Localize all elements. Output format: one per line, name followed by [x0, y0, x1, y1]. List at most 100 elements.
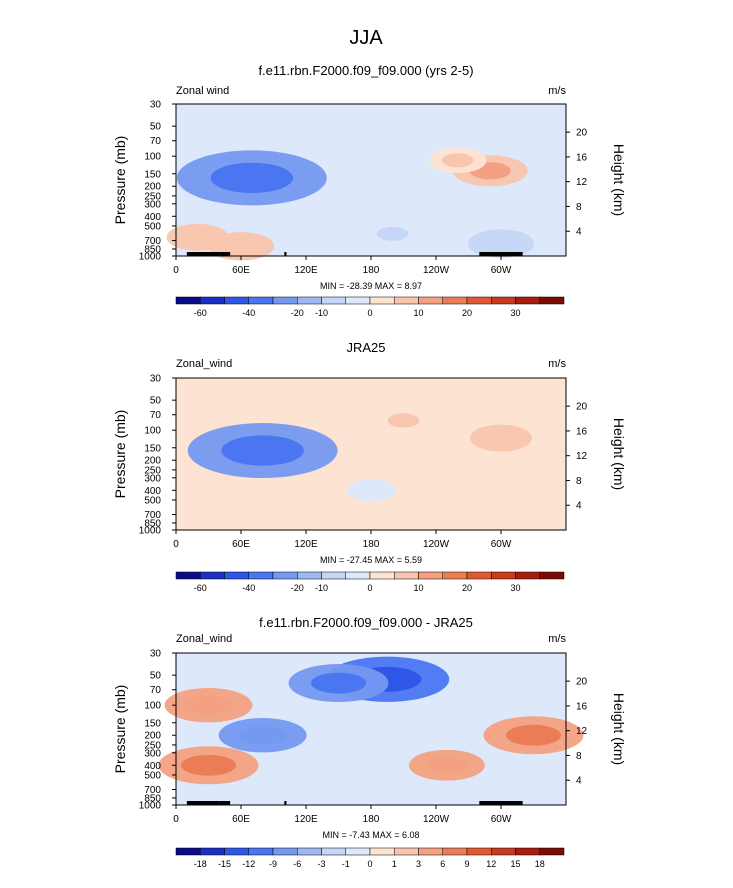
field-feature-core [387, 413, 420, 428]
height-tick-label: 8 [576, 202, 582, 213]
height-tick-label: 4 [576, 501, 582, 512]
panel-obs-minmax: MIN = -27.45 MAX = 5.59 [320, 555, 422, 565]
field-feature-core [441, 153, 474, 168]
colorbar-swatch [248, 571, 274, 580]
colorbar-label: -3 [317, 859, 325, 869]
colorbar-swatch [515, 847, 540, 856]
pressure-tick-label: 850 [144, 244, 161, 255]
pressure-tick-label: 30 [150, 374, 162, 385]
colorbar-swatch [394, 296, 419, 305]
colorbar-swatch [297, 571, 322, 580]
colorbar-swatch [224, 847, 249, 856]
colorbar-swatch [539, 571, 565, 580]
pressure-tick-label: 100 [144, 152, 161, 163]
colorbar-label: 15 [510, 859, 520, 869]
main-title: JJA [349, 27, 383, 49]
topography [479, 252, 523, 256]
lon-tick-label: 180 [363, 265, 380, 276]
panel-obs-title: JRA25 [346, 340, 385, 355]
pressure-tick-label: 1000 [139, 801, 162, 812]
colorbar-swatch [272, 571, 298, 580]
lon-tick-label: 0 [173, 265, 179, 276]
pressure-tick-label: 1000 [139, 526, 162, 537]
colorbar-swatch [369, 571, 395, 580]
field-feature-core [376, 226, 409, 241]
pressure-tick-label: 100 [144, 426, 161, 437]
pressure-tick-label: 70 [150, 410, 162, 421]
colorbar-swatch [491, 296, 516, 305]
pressure-tick-label: 30 [150, 649, 162, 660]
colorbar-swatch [539, 296, 565, 305]
colorbar-swatch [369, 847, 395, 856]
colorbar-swatch [442, 571, 468, 580]
lon-tick-label: 120W [423, 539, 450, 550]
colorbar-label: -60 [194, 308, 207, 318]
pressure-tick-label: 250 [144, 191, 161, 202]
pressure-tick-label: 200 [144, 182, 161, 193]
colorbar-label: -40 [242, 308, 255, 318]
panel-diff-y2label: Height (km) [611, 693, 627, 765]
field-feature-core [311, 672, 366, 694]
colorbar-swatch [175, 296, 201, 305]
colorbar-label: -20 [291, 308, 304, 318]
pressure-tick-label: 500 [144, 221, 161, 232]
colorbar-label: 0 [367, 308, 372, 318]
colorbar-swatch [515, 296, 540, 305]
pressure-tick-label: 200 [144, 456, 161, 467]
colorbar-swatch [297, 296, 322, 305]
panel-model-units: m/s [548, 85, 566, 97]
colorbar-label: 0 [367, 583, 372, 593]
panel-obs-y2label: Height (km) [611, 418, 627, 490]
colorbar-label: -15 [218, 859, 231, 869]
colorbar-label: -1 [342, 859, 350, 869]
panel-diff-minmax: MIN = -7.43 MAX = 6.08 [322, 830, 419, 840]
lon-tick-label: 0 [173, 814, 179, 825]
colorbar-label: -12 [242, 859, 255, 869]
colorbar-label: 0 [367, 859, 372, 869]
field-feature-core [238, 725, 287, 745]
colorbar-swatch [369, 296, 395, 305]
colorbar-swatch [272, 847, 298, 856]
height-tick-label: 4 [576, 227, 582, 238]
colorbar-label: 20 [462, 583, 472, 593]
pressure-tick-label: 700 [144, 785, 161, 796]
panel-diff: f.e11.rbn.F2000.f09_f09.000 - JRA25 Zona… [112, 615, 627, 869]
colorbar-swatch [466, 571, 492, 580]
field-feature-core [222, 238, 260, 255]
colorbar-swatch [248, 847, 274, 856]
field-feature-core [180, 229, 215, 245]
panel-model-title: f.e11.rbn.F2000.f09_f09.000 (yrs 2-5) [258, 63, 473, 78]
panel-obs-units: m/s [548, 358, 566, 370]
colorbar-label: 30 [510, 583, 520, 593]
pressure-tick-label: 50 [150, 671, 162, 682]
colorbar-label: -6 [293, 859, 301, 869]
field-feature-core [482, 235, 520, 252]
colorbar-swatch [515, 571, 540, 580]
colorbar-label: -60 [194, 583, 207, 593]
colorbar-swatch [200, 296, 225, 305]
panel-obs: JRA25 Zonal_wind m/s Pressure (mb) Heigh… [112, 340, 627, 593]
colorbar-swatch [175, 571, 201, 580]
pressure-tick-label: 700 [144, 510, 161, 521]
colorbar-label: -40 [242, 583, 255, 593]
panel-diff-ylabel: Pressure (mb) [112, 685, 128, 774]
field-feature-core [181, 754, 236, 776]
pressure-tick-label: 70 [150, 685, 162, 696]
lon-tick-label: 120E [294, 265, 318, 276]
height-tick-label: 16 [576, 701, 588, 712]
colorbar-swatch [418, 571, 443, 580]
colorbar-swatch [200, 571, 225, 580]
lon-tick-label: 60E [232, 265, 250, 276]
pressure-tick-label: 700 [144, 236, 161, 247]
field-feature-core [357, 484, 385, 497]
colorbar-swatch [321, 296, 346, 305]
field-feature-core [221, 435, 304, 466]
panel-obs-colorbar: -60 -40 -20 -10 0 10 20 30 [175, 571, 565, 593]
topography [479, 801, 523, 805]
panel-diff-left-label: Zonal_wind [176, 633, 232, 645]
field-feature-core [210, 162, 294, 194]
colorbar-label: 9 [464, 859, 469, 869]
lon-tick-label: 60E [232, 539, 250, 550]
colorbar-swatch [418, 296, 443, 305]
